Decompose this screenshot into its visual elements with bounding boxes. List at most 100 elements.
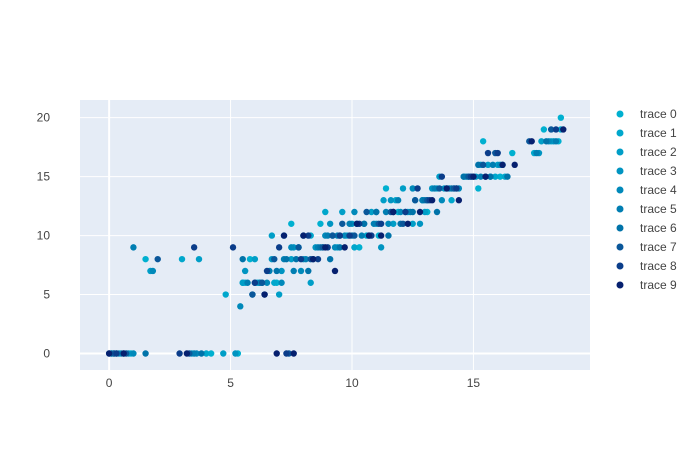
scatter-point-trace-4 [341,232,348,239]
scatter-point-trace-9 [331,267,339,275]
legend-marker-trace-0 [616,110,624,118]
scatter-point-trace-6 [475,161,482,169]
legend-item-trace-5[interactable]: trace 5 [616,202,678,216]
scatter-point-trace-4 [130,350,137,357]
legend-label-trace-3: trace 3 [640,164,677,178]
scatter-point-trace-8 [305,232,312,239]
legend-label-trace-6: trace 6 [640,221,677,235]
legend-item-trace-9[interactable]: trace 9 [616,278,678,292]
scatter-point-trace-8 [283,350,290,357]
legend-marker-trace-4 [616,186,624,194]
scatter-point-trace-0 [540,126,548,133]
scatter-point-trace-9 [280,232,288,239]
legend-item-trace-7[interactable]: trace 7 [616,240,678,254]
scatter-point-trace-9 [183,350,191,357]
scatter-point-trace-8 [377,220,385,227]
scatter-point-trace-1 [222,291,229,298]
scatter-point-trace-8 [190,244,198,251]
scatter-point-trace-9 [511,161,518,169]
scatter-point-trace-5 [370,220,378,227]
scatter-point-trace-5 [290,267,297,275]
scatter-point-trace-6 [336,244,344,251]
scatter-point-trace-9 [428,197,436,204]
scatter-point-trace-5 [394,197,402,204]
legend-item-trace-3[interactable]: trace 3 [616,164,678,178]
legend-marker-trace-6 [616,224,624,232]
data-points [105,114,567,357]
scatter-point-trace-8 [552,126,560,133]
scatter-point-trace-6 [487,173,494,180]
legend-label-trace-5: trace 5 [640,202,677,216]
scatter-point-trace-4 [278,279,285,286]
scatter-point-trace-3 [377,244,385,251]
legend-marker-trace-5 [616,205,624,213]
legend[interactable]: trace 0 trace 1 trace 2 trace 3 trace 4 trace… [616,107,678,292]
legend-item-trace-6[interactable]: trace 6 [616,221,678,235]
scatter-point-trace-9 [528,138,535,145]
legend-item-trace-1[interactable]: trace 1 [616,126,678,140]
legend-item-trace-2[interactable]: trace 2 [616,145,678,159]
scatter-point-trace-9 [290,350,297,357]
scatter-point-trace-0 [509,149,516,157]
legend-label-trace-8: trace 8 [640,259,677,273]
scatter-point-trace-4 [297,267,305,275]
scatter-point-trace-9 [390,208,397,216]
scatter-point-trace-5 [130,244,137,251]
scatter-point-trace-6 [239,255,246,263]
scatter-point-trace-5 [431,185,438,192]
scatter-point-trace-8 [297,255,305,263]
legend-marker-trace-9 [616,281,624,289]
scatter-point-trace-0 [356,244,363,251]
scatter-point-trace-9 [105,350,113,357]
legend-item-trace-4[interactable]: trace 4 [616,183,678,197]
scatter-point-trace-8 [314,255,322,263]
scatter-point-trace-0 [142,255,149,263]
scatter-point-trace-0 [475,185,482,192]
scatter-point-trace-1 [178,255,186,263]
scatter-point-trace-4 [263,279,271,286]
legend-label-trace-1: trace 1 [640,126,677,140]
scatter-point-trace-2 [380,197,387,204]
scatter-point-trace-8 [275,244,283,251]
scatter-point-trace-7 [547,126,555,133]
scatter-point-trace-1 [492,173,499,180]
scatter-point-trace-0 [246,255,254,263]
scatter-point-trace-7 [479,161,487,169]
scatter-point-trace-8 [484,149,492,157]
legend-item-trace-0[interactable]: trace 0 [616,107,678,121]
scatter-point-trace-3 [232,350,239,357]
scatter-point-trace-8 [113,350,120,357]
legend-marker-trace-3 [616,167,624,175]
legend-marker-trace-2 [616,148,624,156]
legend-label-trace-2: trace 2 [640,145,677,159]
scatter-point-trace-0 [479,138,487,145]
x-tick-label: 10 [345,376,359,390]
scatter-point-trace-9 [309,255,317,263]
scatter-point-trace-8 [414,185,421,192]
scatter-point-trace-5 [244,279,251,286]
scatter-point-trace-2 [268,232,276,239]
scatter-point-trace-2 [421,208,429,216]
scatter-point-trace-1 [271,279,278,286]
legend-label-trace-9: trace 9 [640,278,677,292]
scatter-point-trace-9 [353,220,361,227]
scatter-point-trace-9 [482,173,489,180]
scatter-point-trace-3 [241,267,249,275]
scatter-point-trace-2 [307,279,314,286]
scatter-point-trace-6 [326,255,334,263]
legend-label-trace-0: trace 0 [640,107,677,121]
x-tick-label: 5 [227,376,234,390]
legend-item-trace-8[interactable]: trace 8 [616,259,678,273]
scatter-point-trace-2 [251,255,259,263]
scatter-point-trace-1 [203,350,210,357]
scatter-point-trace-7 [436,185,443,192]
scatter-point-trace-5 [533,149,540,157]
scatter-point-trace-0 [317,220,324,227]
scatter-point-trace-3 [416,220,424,227]
scatter-point-trace-6 [460,173,467,180]
scatter-point-trace-5 [477,173,484,180]
scatter-point-trace-5 [190,350,198,357]
scatter-point-trace-8 [402,208,409,216]
scatter-point-trace-9 [499,161,506,169]
scatter-point-trace-5 [489,161,497,169]
